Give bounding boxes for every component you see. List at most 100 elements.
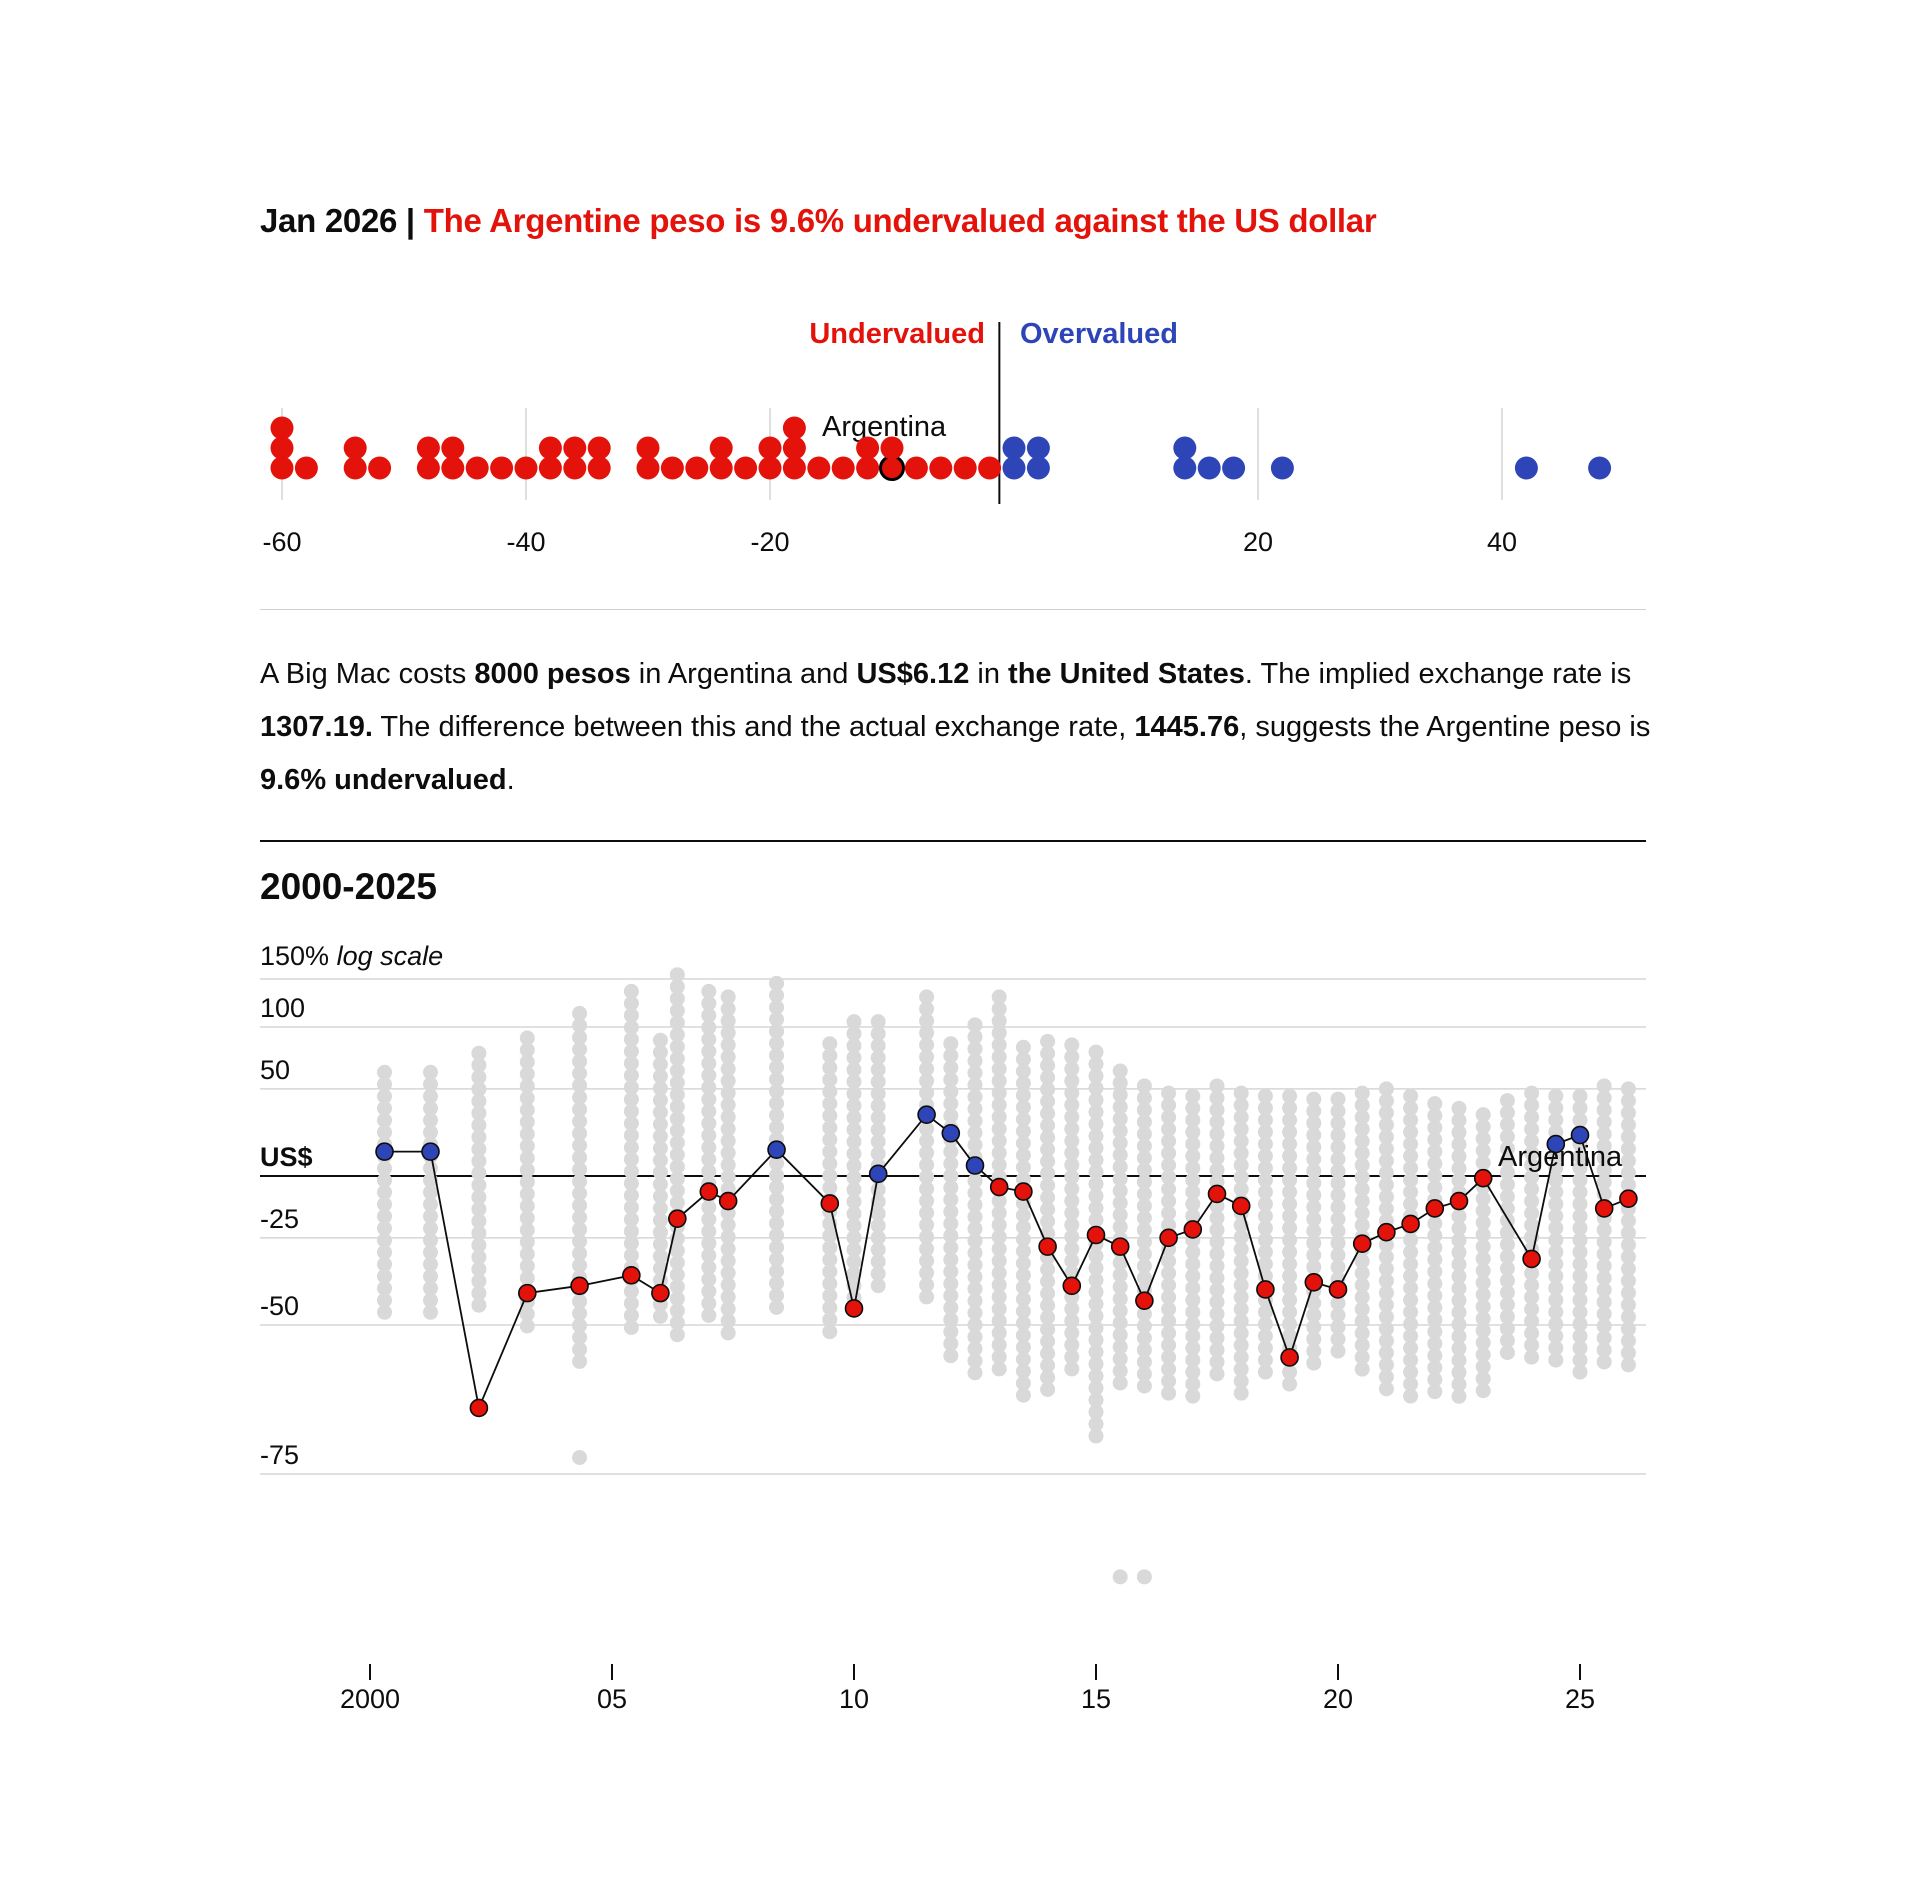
other-country-dot [967,1113,983,1129]
other-country-dot [870,1110,886,1126]
other-country-dot [943,1180,959,1196]
other-country-dot [1015,1267,1031,1283]
other-country-dot [822,1240,838,1256]
other-country-dot [1282,1172,1298,1188]
other-country-dot [377,1124,393,1140]
other-country-dot [1572,1160,1588,1176]
other-country-dot [1064,1181,1080,1197]
other-country-dot [1620,1261,1636,1277]
other-country-dot [943,1228,959,1244]
other-country-dot [1403,1376,1419,1392]
other-country-dot [701,1127,717,1143]
other-country-dot [701,1211,717,1227]
other-country-dot [822,1324,838,1340]
other-country-dot [1233,1121,1249,1137]
other-country-dot [1620,1153,1636,1169]
other-country-dot [423,1112,438,1128]
other-country-dot [1136,1378,1152,1394]
summary-emphasis: the United States [1008,658,1245,690]
other-country-dot [1499,1273,1515,1289]
other-country-dot [822,1264,838,1280]
other-country-dot [991,1325,1007,1341]
other-country-dot [1136,1569,1152,1585]
other-country-dot [919,1265,935,1281]
other-country-dot [1257,1328,1273,1344]
other-country-dot [967,1089,983,1105]
other-country-dot [1015,1111,1031,1127]
other-country-dot [991,1121,1007,1137]
argentina-data-point [1159,1228,1178,1248]
other-country-dot [1378,1141,1394,1157]
other-country-dot [1257,1340,1273,1356]
argentina-data-point [1377,1222,1396,1242]
summary-text: , suggests the Argentine peso is [1239,711,1651,743]
other-country-dot [1354,1145,1370,1161]
other-country-dot [1596,1258,1612,1274]
other-country-dot [1040,1333,1056,1349]
other-country-dot [1040,1189,1056,1205]
other-country-dot [1015,1291,1031,1307]
other-country-dot [846,1026,862,1042]
other-country-dot [1040,1045,1056,1061]
other-country-dot [1330,1091,1346,1107]
other-country-dot [1330,1175,1346,1191]
other-country-dot [1475,1299,1491,1315]
other-country-dot [1354,1289,1370,1305]
other-country-dot [572,1137,588,1153]
other-country-dot [701,995,717,1011]
other-country-dot [1354,1337,1370,1353]
other-country-dot [1354,1157,1370,1173]
other-country-dot [1136,1246,1152,1262]
other-country-dot [1112,1303,1128,1319]
other-country-dot [1378,1273,1394,1289]
other-country-dot [1112,1147,1128,1163]
other-country-dot [1620,1333,1636,1349]
other-country-dot [1209,1342,1225,1358]
other-country-dot [1185,1256,1201,1272]
other-country-dot [769,987,785,1003]
other-country-dot [1257,1160,1273,1176]
other-country-dot [919,1013,935,1029]
other-country-dot [720,1097,736,1113]
other-country-dot [1524,1109,1540,1125]
other-country-dot [1088,1152,1104,1168]
argentina-data-point [469,1398,489,1418]
summary-emphasis: 1445.76 [1134,711,1240,743]
other-country-dot [572,1089,588,1105]
undervalued-country-dot [343,456,367,480]
other-country-dot [519,1054,535,1070]
other-country-dot [1136,1306,1152,1322]
other-country-dot [1596,1342,1612,1358]
other-country-dot [1378,1177,1394,1193]
x-tick-label: 20 [1323,1684,1353,1714]
other-country-dot [1015,1303,1031,1319]
summary-emphasis: US$6.12 [856,658,970,690]
other-country-dot [1427,1324,1443,1340]
other-country-dot [1378,1345,1394,1361]
y-tick-label: 50 [260,1055,290,1085]
other-country-dot [919,1025,935,1041]
argentina-data-point [1522,1249,1541,1269]
other-country-dot [1403,1112,1419,1128]
other-country-dot [1040,1105,1056,1121]
other-country-dot [1112,1159,1128,1175]
other-country-dot [1185,1136,1201,1152]
undervalued-country-dot [904,456,928,480]
other-country-dot [1088,1044,1104,1060]
other-country-dot [1088,1380,1104,1396]
other-country-dot [1161,1301,1177,1317]
other-country-dot [519,1042,535,1058]
other-country-dot [623,1043,639,1059]
other-country-dot [1427,1288,1443,1304]
other-country-dot [822,1096,838,1112]
other-country-dot [1112,1099,1128,1115]
other-country-dot [1572,1088,1588,1104]
other-country-dot [943,1168,959,1184]
other-country-dot [1088,1284,1104,1300]
other-country-dot [1015,1279,1031,1295]
other-country-dot [519,1114,535,1130]
other-country-dot [1524,1181,1540,1197]
argentina-data-point [1401,1214,1420,1234]
other-country-dot [1475,1143,1491,1159]
other-country-dot [1112,1267,1128,1283]
